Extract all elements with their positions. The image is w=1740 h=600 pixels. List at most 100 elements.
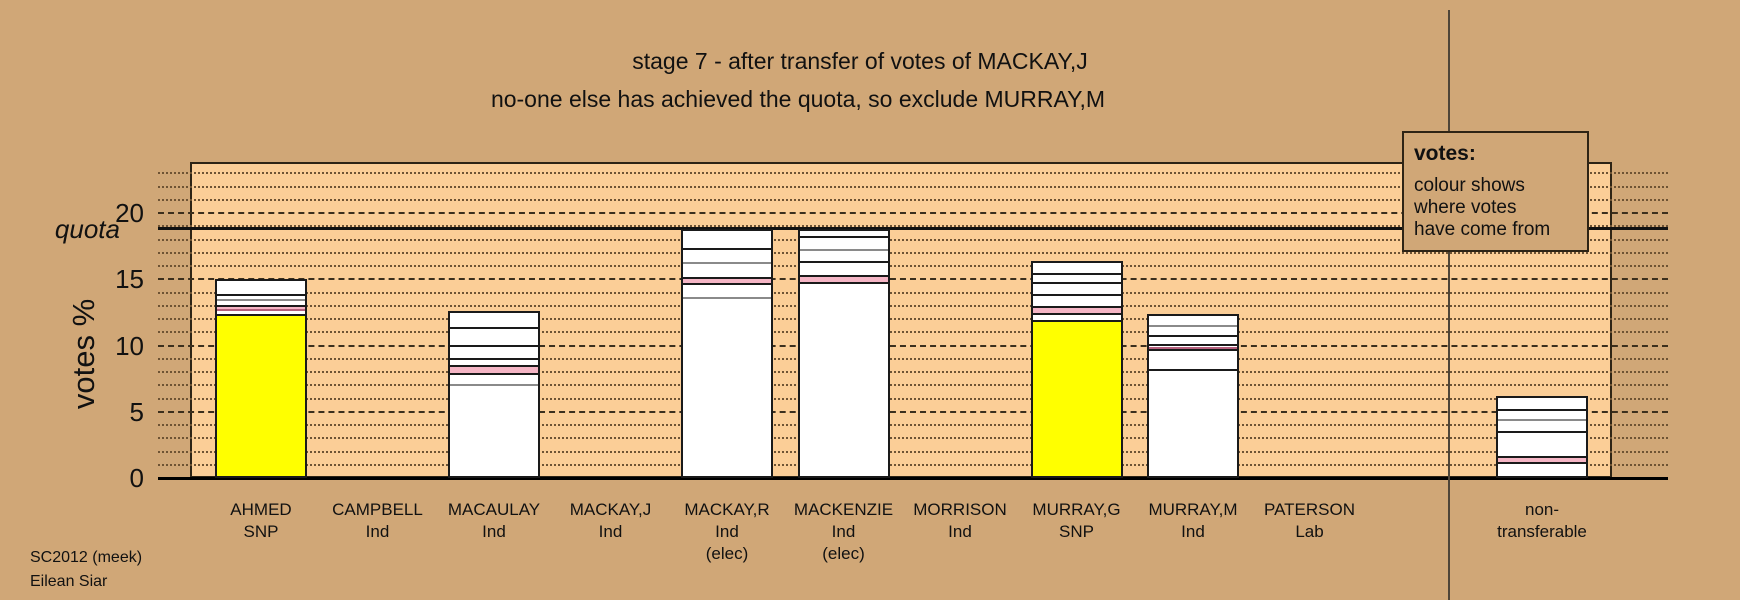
bar-segment — [450, 373, 538, 384]
bar-segment — [1032, 273, 1121, 283]
bar-mackay-r — [681, 228, 773, 478]
bar-segment — [799, 275, 888, 282]
bar-segment — [450, 365, 538, 374]
quota-label: quota — [54, 214, 120, 244]
bar-segment — [217, 281, 305, 295]
chart-title: stage 7 - after transfer of votes of MAC… — [632, 48, 1088, 74]
x-label-macaulay-line2: Ind — [482, 522, 506, 541]
y-tick-label-20: 20 — [115, 198, 144, 228]
gridline-11-percent — [158, 331, 1668, 334]
bar-segment — [450, 313, 538, 328]
x-label-macaulay-line1: MACAULAY — [447, 500, 541, 519]
bar-segment — [799, 281, 888, 476]
gridline-4-percent — [158, 424, 1668, 426]
x-label-campbell-line2: Ind — [365, 522, 390, 541]
bar-mackenzie — [797, 228, 890, 478]
bar-segment — [1498, 455, 1586, 463]
x-label-mackay-j-line1: MACKAY,J — [569, 500, 652, 519]
bar-murray-m — [1147, 313, 1239, 478]
bar-macaulay — [448, 311, 540, 478]
bar-segment — [683, 283, 771, 298]
chart-subtitle: no-one else has achieved the quota, so e… — [490, 86, 1106, 112]
bar-segment — [450, 358, 538, 366]
x-label-paterson-line1: PATERSON — [1264, 500, 1355, 519]
y-tick-label-5: 5 — [129, 396, 144, 427]
footer-election-id: SC2012 (meek) — [30, 549, 143, 566]
separator-line — [1448, 10, 1450, 600]
x-label-mackay-r-line2: Ind — [715, 522, 739, 541]
legend-text-line: have come from — [1414, 219, 1551, 240]
bar-segment — [683, 230, 771, 248]
x-label-morrison-line2: Ind — [948, 522, 972, 541]
gridline-9-percent — [158, 357, 1668, 360]
legend-text-line: colour shows — [1414, 175, 1525, 196]
bar-segment — [1498, 430, 1586, 456]
x-label-ahmed-line2: SNP — [243, 522, 279, 541]
gridline-22-percent — [158, 185, 1668, 188]
bar-segment — [683, 247, 771, 263]
x-label-non-transferable-line2: transferable — [1497, 522, 1587, 541]
gridline-1-percent — [158, 463, 1668, 466]
gridline-17-percent — [158, 251, 1668, 254]
bar-segment — [1149, 349, 1237, 369]
bar-segment — [1498, 397, 1586, 410]
bar-segment — [1498, 409, 1586, 420]
gridline-13-percent — [158, 304, 1668, 307]
bar-segment — [450, 345, 538, 359]
bar-segment — [1149, 335, 1237, 345]
bar-ahmed — [215, 279, 307, 478]
bar-murray-g — [1030, 260, 1123, 478]
legend-box: votes: colour shows where votes have com… — [1402, 131, 1589, 252]
bar-segment — [1032, 262, 1121, 274]
gridline-10-percent — [158, 344, 1668, 347]
bar-segment — [799, 260, 888, 276]
bar-segment — [217, 313, 305, 476]
y-tick-label-15: 15 — [115, 264, 144, 295]
bar-segment — [1149, 325, 1237, 336]
x-label-mackenzie-line1: MACKENZIE — [793, 500, 894, 519]
bar-segment — [683, 262, 771, 277]
y-axis-label: votes % — [66, 298, 101, 410]
bar-segment — [1498, 462, 1586, 476]
bar-segment — [1149, 368, 1237, 476]
bar-segment — [1498, 419, 1586, 431]
x-label-murray-g-line1: MURRAY,G — [1032, 500, 1121, 519]
bar-segment — [217, 298, 305, 305]
gridline-14-percent — [158, 291, 1668, 294]
x-label-murray-g-line2: SNP — [1059, 522, 1094, 541]
gridline-15-percent — [158, 278, 1668, 281]
gridline-5-percent — [158, 410, 1668, 413]
x-label-murray-m-line2: Ind — [1181, 522, 1205, 541]
gridline-8-percent — [158, 371, 1668, 373]
gridline-18-percent — [158, 238, 1668, 241]
x-label-ahmed-line1: AHMED — [230, 500, 292, 519]
x-axis-line — [158, 477, 1668, 480]
x-label-mackay-r-line3: (elec) — [705, 544, 749, 563]
bar-segment — [799, 236, 888, 250]
bar-segment — [1032, 282, 1121, 294]
gridline-20-percent — [158, 212, 1668, 214]
x-label-paterson-line2: Lab — [1295, 522, 1324, 541]
bar-segment — [1032, 293, 1121, 306]
bar-segment — [799, 249, 888, 261]
y-tick-label-0: 0 — [129, 463, 144, 493]
bar-segment — [1149, 344, 1237, 348]
gridline-19-percent — [158, 225, 1668, 228]
x-label-non-transferable-line1: non- — [1524, 500, 1560, 519]
bar-segment — [1032, 319, 1121, 476]
bar-segment — [683, 297, 771, 476]
bar-segment — [799, 230, 888, 237]
footer-ward-name: Eilean Siar — [30, 573, 108, 590]
y-tick-label-10: 10 — [115, 330, 144, 361]
bar-segment — [217, 294, 305, 299]
gridline-21-percent — [158, 198, 1668, 201]
bar-non-transferable — [1496, 395, 1588, 478]
x-label-mackenzie-line2: Ind — [831, 522, 856, 541]
gridline-2-percent — [158, 450, 1668, 453]
gridline-6-percent — [158, 397, 1668, 400]
x-label-murray-m-line1: MURRAY,M — [1148, 500, 1238, 519]
legend-text-line: where votes — [1414, 197, 1517, 218]
x-label-campbell-line1: CAMPBELL — [332, 500, 423, 519]
bar-segment — [1149, 347, 1237, 350]
bar-segment — [450, 327, 538, 346]
